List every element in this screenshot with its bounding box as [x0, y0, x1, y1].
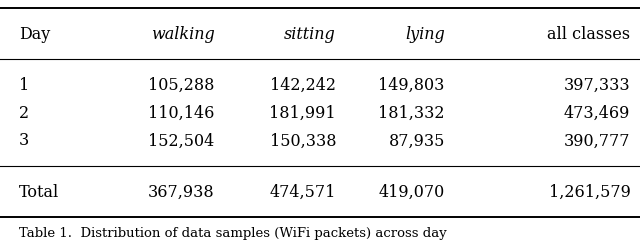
Text: 110,146: 110,146	[148, 105, 214, 122]
Text: 105,288: 105,288	[148, 77, 214, 94]
Text: all classes: all classes	[547, 27, 630, 43]
Text: 390,777: 390,777	[564, 133, 630, 149]
Text: 87,935: 87,935	[388, 133, 445, 149]
Text: 181,332: 181,332	[378, 105, 445, 122]
Text: 1,261,579: 1,261,579	[548, 184, 630, 201]
Text: lying: lying	[405, 27, 445, 43]
Text: 367,938: 367,938	[148, 184, 214, 201]
Text: walking: walking	[150, 27, 214, 43]
Text: Day: Day	[19, 27, 51, 43]
Text: 474,571: 474,571	[269, 184, 336, 201]
Text: sitting: sitting	[284, 27, 336, 43]
Text: 149,803: 149,803	[378, 77, 445, 94]
Text: Table 1.  Distribution of data samples (WiFi packets) across day: Table 1. Distribution of data samples (W…	[19, 227, 447, 240]
Text: 142,242: 142,242	[270, 77, 336, 94]
Text: 419,070: 419,070	[378, 184, 445, 201]
Text: 2: 2	[19, 105, 29, 122]
Text: 150,338: 150,338	[269, 133, 336, 149]
Text: 1: 1	[19, 77, 29, 94]
Text: 397,333: 397,333	[564, 77, 630, 94]
Text: 3: 3	[19, 133, 29, 149]
Text: 473,469: 473,469	[564, 105, 630, 122]
Text: Total: Total	[19, 184, 60, 201]
Text: 181,991: 181,991	[269, 105, 336, 122]
Text: 152,504: 152,504	[148, 133, 214, 149]
